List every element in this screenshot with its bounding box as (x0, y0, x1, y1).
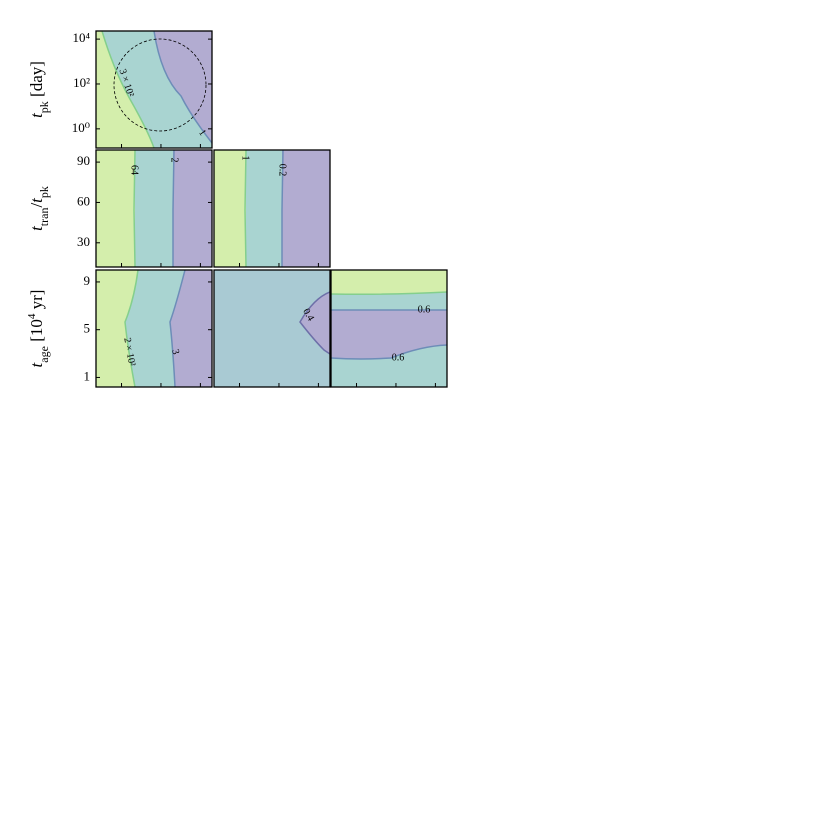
frame (213, 149, 331, 268)
y-tick-label: 90 (77, 153, 90, 168)
contour-region (173, 150, 212, 267)
frame (95, 269, 213, 388)
contour-region (331, 270, 447, 295)
contour-line (124, 270, 139, 387)
y-axis-label-part: pk (37, 101, 51, 113)
y-axis-label-part: age (37, 346, 51, 363)
contour-label: 2 (169, 158, 180, 163)
y-axis-label-part: / (27, 203, 46, 208)
y-tick-label: 10⁴ (72, 30, 90, 45)
frame (95, 30, 213, 149)
y-axis-label-part: t (27, 197, 46, 203)
panel-area (96, 31, 212, 148)
panel-area (214, 150, 330, 267)
contour-region (96, 270, 138, 387)
panel: 0.4 (213, 269, 331, 388)
y-axis-label: tage [104 yr] (26, 290, 51, 368)
contour-line (153, 31, 212, 144)
contour-line (331, 291, 447, 295)
y-axis-label-part: yr] (27, 290, 46, 314)
contour-label: 2 × 10² (121, 337, 137, 367)
contour-label: 1 (240, 156, 251, 161)
contour-region (170, 270, 212, 387)
y-tick-label: 60 (77, 193, 90, 208)
contour-line (101, 31, 155, 148)
panel-area (331, 270, 447, 387)
frame (213, 269, 331, 388)
y-tick-label: 9 (84, 273, 91, 288)
y-axis-label-part: t (27, 112, 46, 118)
contour-label: 1 (196, 128, 208, 138)
contour-line (133, 150, 136, 267)
y-axis-label-part: t (27, 361, 46, 367)
y-tick-label: 10⁰ (72, 120, 90, 135)
panel-area (96, 150, 212, 267)
panel: 10.2 (213, 149, 331, 268)
contour-line (299, 291, 330, 355)
contour-line (169, 270, 186, 387)
contour-line (172, 150, 175, 267)
panel-area (96, 270, 212, 387)
contour-region (300, 292, 330, 354)
panel: 0.6 0.6 (330, 269, 448, 388)
contour-region (282, 150, 330, 267)
y-axis-label-part: t (27, 225, 46, 231)
frame (330, 269, 448, 388)
contour-region (96, 150, 135, 267)
y-axis-label-part: [day] (27, 61, 46, 101)
dashed-circle (113, 38, 207, 132)
contour-label: 64 (129, 165, 140, 175)
y-axis-label-part: 4 (26, 313, 38, 319)
y-tick-label: 5 (84, 321, 91, 336)
contour-line (281, 150, 284, 267)
panel: 2 × 10² 3 9 5 1 tage [104 yr] (26, 269, 213, 388)
y-axis-label-part: [10 (27, 319, 46, 346)
y-axis-label-part: pk (37, 186, 51, 198)
y-tick-label: 10² (73, 75, 90, 90)
y-axis-label: tpk [day] (27, 61, 51, 118)
contour-label: 0.2 (277, 164, 288, 177)
contour-label: 0.4 (300, 307, 316, 323)
contour-line (331, 344, 447, 360)
contour-label: 0.6 (392, 352, 405, 363)
contour-line (244, 150, 247, 267)
y-tick-label: 30 (77, 234, 90, 249)
frame (95, 149, 213, 268)
contour-region (331, 310, 447, 359)
y-axis-label: ttran/tpk (27, 186, 51, 231)
y-tick-label: 1 (84, 368, 91, 383)
panel-area (214, 270, 330, 387)
contour-label: 0.6 (418, 304, 431, 315)
contour-label: 3 (169, 348, 181, 356)
contour-region (214, 150, 246, 267)
contour-region (96, 31, 154, 148)
y-axis-label-part: tran (37, 208, 51, 227)
